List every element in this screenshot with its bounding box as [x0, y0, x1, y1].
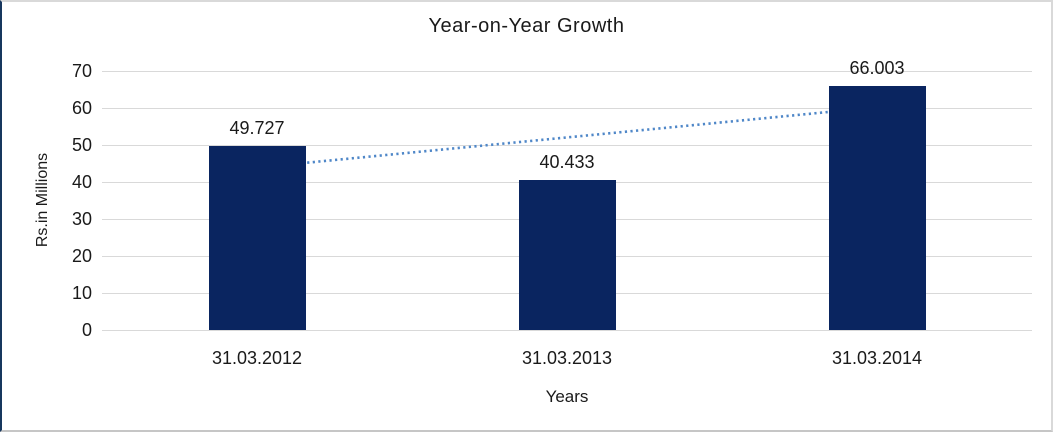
y-axis-title: Rs.in Millions: [34, 152, 51, 248]
bar-31.03.2012: [208, 146, 306, 330]
chart-title: Year-on-Year Growth: [428, 15, 625, 37]
y-axis-tick-label: 20: [71, 246, 92, 266]
y-axis-tick-label: 10: [71, 283, 92, 303]
y-axis-tick-label: 50: [71, 135, 92, 155]
y-axis-tick-label: 30: [71, 209, 92, 229]
y-axis-tick-label: 40: [71, 172, 92, 192]
x-axis-tick-label: 31.03.2012: [211, 348, 303, 368]
bar-data-label: 40.433: [539, 152, 595, 173]
bar-data-label: 49.727: [229, 118, 285, 138]
plot-area: [102, 71, 1032, 331]
y-axis-tick-label: 70: [71, 61, 92, 81]
x-axis-title: Years: [545, 387, 589, 406]
bar-31.03.2014: [828, 85, 926, 330]
y-axis-tick-label: 0: [81, 320, 92, 340]
y-axis-tick-label: 60: [71, 98, 92, 118]
x-axis-tick-label: 31.03.2013: [521, 348, 613, 368]
bar-31.03.2013: [518, 180, 616, 330]
x-axis-tick-label: 31.03.2014: [831, 348, 923, 368]
gridline: [102, 71, 1032, 72]
bar-data-label: 66.003: [849, 57, 905, 78]
gridline: [102, 330, 1032, 331]
